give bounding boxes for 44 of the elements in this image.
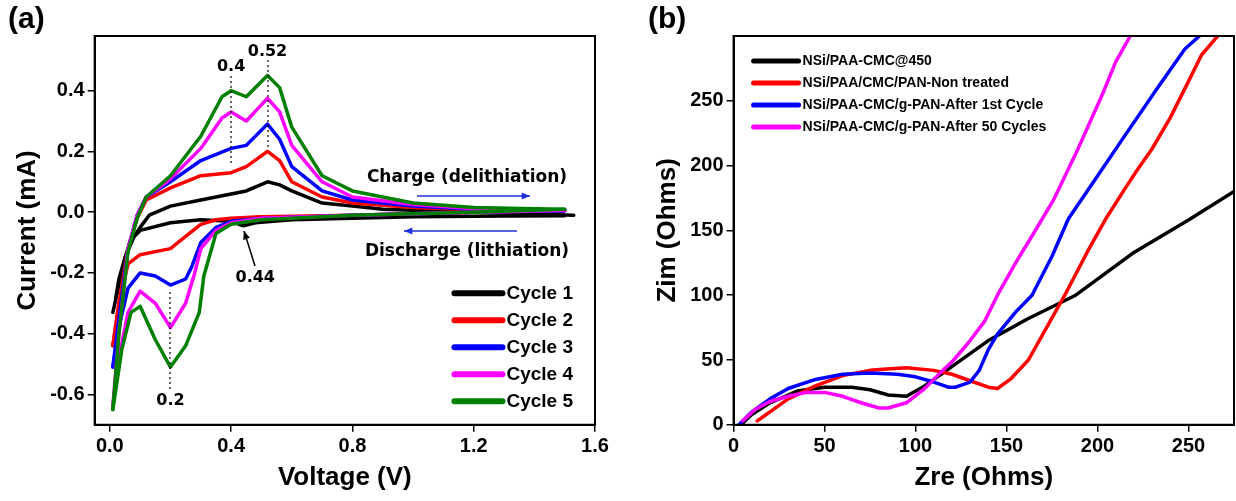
legend-label: NSi/PAA-CMC/g-PAN-After 1st Cycle xyxy=(802,95,1044,112)
y-tick-label: 150 xyxy=(690,217,724,240)
legend-label: Cycle 5 xyxy=(506,389,574,411)
x-tick-label: 0 xyxy=(728,434,740,457)
x-tick-label: 150 xyxy=(989,434,1024,457)
x-tick-label: 0.8 xyxy=(338,434,367,457)
x-tick-label: 200 xyxy=(1080,434,1115,457)
y-tick-label: -0.6 xyxy=(50,381,85,404)
chart-title: (b) xyxy=(648,1,687,35)
annotation: Discharge (lithiation) xyxy=(364,240,570,261)
y-tick-label: 0 xyxy=(712,412,724,435)
x-tick-label: 0.0 xyxy=(95,434,124,457)
x-tick-label: 1.2 xyxy=(459,434,488,457)
annotation: 0.44 xyxy=(235,267,275,286)
legend-label: NSi/PAA-CMC/g-PAN-After 50 Cycles xyxy=(802,117,1047,134)
legend-label: NSi/PAA-CMC@450 xyxy=(802,51,933,68)
y-axis-title: Zim (Ohms) xyxy=(650,158,681,303)
annotation: 0.4 xyxy=(216,55,246,75)
x-axis-title: Zre (Ohms) xyxy=(914,460,1054,491)
y-tick-label: 250 xyxy=(690,88,724,111)
y-tick-label: 0.2 xyxy=(56,138,85,161)
annotation: Charge (delithiation) xyxy=(366,166,568,187)
x-tick-label: 100 xyxy=(898,434,933,457)
y-tick-label: -0.2 xyxy=(50,260,85,283)
legend-label: Cycle 2 xyxy=(506,308,573,330)
y-axis-title: Current (mA) xyxy=(10,150,41,311)
x-tick-label: 50 xyxy=(813,434,836,457)
legend-label: Cycle 4 xyxy=(506,362,574,384)
y-tick-label: -0.4 xyxy=(50,321,86,344)
y-tick-label: 50 xyxy=(701,347,724,370)
annotation: 0.52 xyxy=(247,40,288,60)
x-axis-title: Voltage (V) xyxy=(277,460,412,491)
annotation: 0.2 xyxy=(156,390,185,410)
x-tick-label: 0.4 xyxy=(217,434,246,457)
x-tick-label: 1.6 xyxy=(581,434,609,457)
chart-title: (a) xyxy=(8,1,45,35)
y-tick-label: 0.0 xyxy=(56,199,85,222)
legend-label: Cycle 3 xyxy=(506,335,573,357)
legend-label: Cycle 1 xyxy=(506,281,574,303)
y-tick-label: 0.4 xyxy=(56,78,86,101)
y-tick-label: 100 xyxy=(690,282,724,305)
legend-label: NSi/PAA/CMC/PAN-Non treated xyxy=(802,73,1009,90)
y-tick-label: 200 xyxy=(690,153,724,176)
x-tick-label: 250 xyxy=(1171,434,1206,457)
